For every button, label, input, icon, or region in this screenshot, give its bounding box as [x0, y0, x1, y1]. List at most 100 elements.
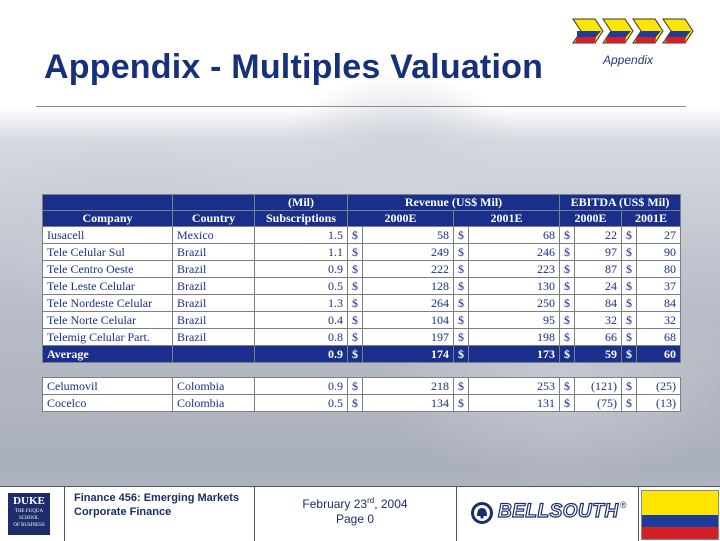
revenue-2001-cell: 130 [468, 277, 560, 295]
currency-cell: $ [347, 377, 363, 395]
currency-cell: $ [347, 294, 363, 312]
subscriptions-cell: 1.5 [254, 226, 348, 244]
country-cell: Mexico [172, 226, 255, 244]
currency-cell: $ [347, 345, 363, 363]
average-ebitda-2000: 59 [574, 345, 622, 363]
company-cell: Tele Celular Sul [42, 243, 173, 261]
country-cell: Brazil [172, 294, 255, 312]
table-row: Celumovil Colombia 0.9 $ 218 $ 253 $ (12… [42, 377, 681, 395]
bellsouth-logo: BELLSOUTH ® [470, 500, 630, 526]
company-cell: Tele Nordeste Celular [42, 294, 173, 312]
currency-cell: $ [453, 260, 469, 278]
currency-cell: $ [453, 311, 469, 329]
chevron-arrow-icon [662, 18, 694, 44]
currency-cell: $ [559, 394, 575, 412]
average-label: Average [42, 345, 173, 363]
revenue-2001-cell: 131 [468, 394, 560, 412]
ebitda-2001-cell: 84 [636, 294, 681, 312]
currency-cell: $ [347, 311, 363, 329]
currency-cell: $ [621, 294, 637, 312]
ebitda-2001-cell: 90 [636, 243, 681, 261]
revenue-2000-cell: 104 [362, 311, 454, 329]
header-revenue-2000: 2000E [347, 210, 454, 227]
subscriptions-cell: 1.1 [254, 243, 348, 261]
subscriptions-cell: 0.5 [254, 277, 348, 295]
footer-sponsor-cell: BELLSOUTH ® [456, 487, 639, 541]
bellsouth-wordmark: BELLSOUTH [497, 500, 619, 522]
country-cell: Colombia [172, 377, 255, 395]
ebitda-2001-cell: 32 [636, 311, 681, 329]
average-revenue-2000: 174 [362, 345, 454, 363]
subscriptions-cell: 0.8 [254, 328, 348, 346]
registered-mark: ® [620, 500, 627, 510]
currency-cell: $ [347, 226, 363, 244]
duke-fuqua-logo: DUKE THE FUQUA SCHOOL OF BUSINESS [8, 493, 50, 535]
ebitda-2001-cell: (13) [636, 394, 681, 412]
subscriptions-cell: 0.4 [254, 311, 348, 329]
currency-cell: $ [453, 394, 469, 412]
country-cell: Brazil [172, 277, 255, 295]
currency-cell: $ [621, 377, 637, 395]
header-ebitda-2000: 2000E [559, 210, 622, 227]
table-row: Tele Norte Celular Brazil 0.4 $ 104 $ 95… [42, 311, 681, 329]
country-cell: Brazil [172, 328, 255, 346]
company-cell: Cocelco [42, 394, 173, 412]
header-country: Country [172, 210, 255, 227]
chevron-arrow-icon [572, 18, 604, 44]
currency-cell: $ [621, 260, 637, 278]
currency-cell: $ [453, 345, 469, 363]
title-divider [36, 106, 686, 107]
table-row: Tele Centro Oeste Brazil 0.9 $ 222 $ 223… [42, 260, 681, 278]
revenue-2000-cell: 58 [362, 226, 454, 244]
currency-cell: $ [453, 226, 469, 244]
header-row-top: (Mil) Revenue (US$ Mil) EBITDA (US$ Mil) [42, 194, 681, 211]
table-row: Tele Nordeste Celular Brazil 1.3 $ 264 $… [42, 294, 681, 312]
header-ebitda: EBITDA (US$ Mil) [559, 194, 681, 211]
currency-cell: $ [347, 328, 363, 346]
ebitda-2001-cell: (25) [636, 377, 681, 395]
table-row: Telemig Celular Part. Brazil 0.8 $ 197 $… [42, 328, 681, 346]
slide-footer: DUKE THE FUQUA SCHOOL OF BUSINESS Financ… [0, 486, 720, 541]
revenue-2001-cell: 246 [468, 243, 560, 261]
currency-cell: $ [453, 294, 469, 312]
country-cell: Brazil [172, 311, 255, 329]
ebitda-2001-cell: 68 [636, 328, 681, 346]
company-cell: Tele Centro Oeste [42, 260, 173, 278]
currency-cell: $ [621, 345, 637, 363]
ebitda-2000-cell: (75) [574, 394, 622, 412]
table-row: Iusacell Mexico 1.5 $ 58 $ 68 $ 22 $ 27 [42, 226, 681, 244]
header-revenue: Revenue (US$ Mil) [347, 194, 560, 211]
subscriptions-cell: 0.9 [254, 260, 348, 278]
ebitda-2000-cell: 84 [574, 294, 622, 312]
currency-cell: $ [559, 277, 575, 295]
currency-cell: $ [453, 328, 469, 346]
revenue-2000-cell: 264 [362, 294, 454, 312]
table-row: Cocelco Colombia 0.5 $ 134 $ 131 $ (75) … [42, 394, 681, 412]
revenue-2000-cell: 134 [362, 394, 454, 412]
header-company: Company [42, 210, 173, 227]
ebitda-2001-cell: 80 [636, 260, 681, 278]
bell-icon [471, 502, 493, 524]
ebitda-2001-cell: 27 [636, 226, 681, 244]
course-name: Finance 456: Emerging Markets Corporate … [74, 492, 240, 518]
currency-cell: $ [621, 226, 637, 244]
currency-cell: $ [453, 243, 469, 261]
ebitda-2000-cell: (121) [574, 377, 622, 395]
header-revenue-2001: 2001E [453, 210, 560, 227]
currency-cell: $ [347, 394, 363, 412]
revenue-2000-cell: 197 [362, 328, 454, 346]
header-subs-unit: (Mil) [254, 194, 348, 211]
table-spacer [43, 363, 681, 378]
colombia-flag [641, 490, 719, 540]
revenue-2000-cell: 249 [362, 243, 454, 261]
revenue-2001-cell: 223 [468, 260, 560, 278]
currency-cell: $ [559, 311, 575, 329]
footer-logo-cell: DUKE THE FUQUA SCHOOL OF BUSINESS [0, 487, 65, 541]
currency-cell: $ [453, 377, 469, 395]
revenue-2001-cell: 250 [468, 294, 560, 312]
ebitda-2000-cell: 32 [574, 311, 622, 329]
average-subscriptions: 0.9 [254, 345, 348, 363]
section-label: Appendix [603, 53, 654, 67]
currency-cell: $ [559, 377, 575, 395]
revenue-2000-cell: 218 [362, 377, 454, 395]
